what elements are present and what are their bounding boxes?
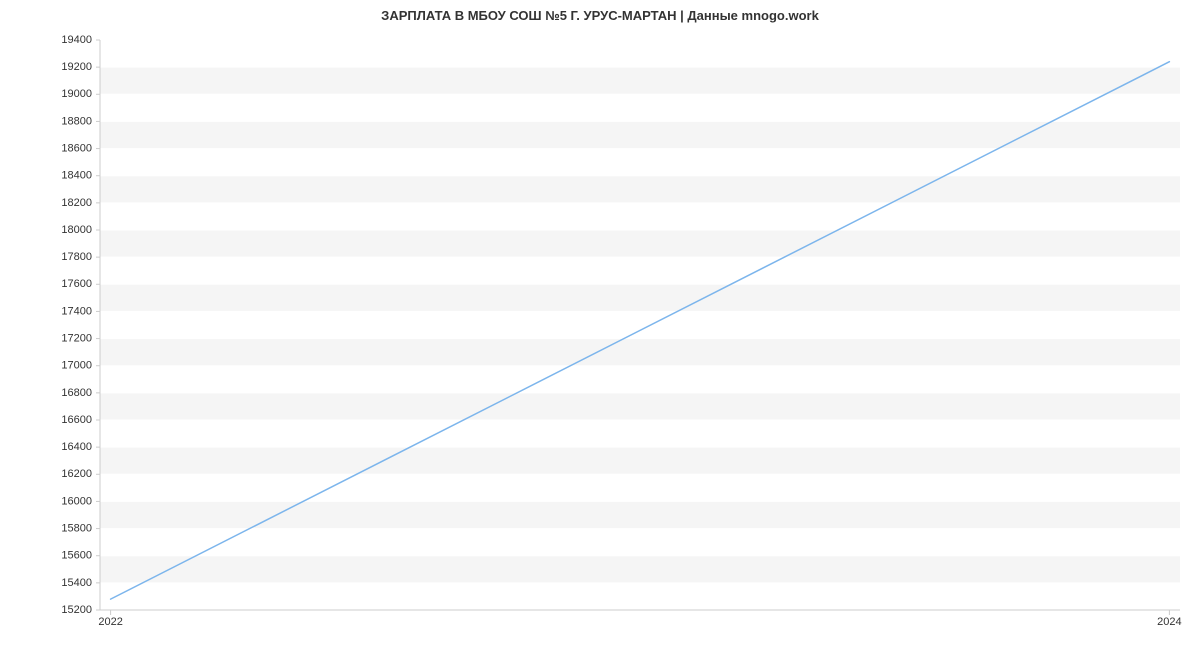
chart-svg: 15200 15400 15600 15800 16000 16200 16400 16600… — [0, 0, 1200, 650]
svg-text:15200: 15200 — [61, 604, 92, 616]
svg-text:16200: 16200 — [61, 468, 92, 480]
svg-text:19000: 19000 — [61, 88, 92, 100]
svg-text:17200: 17200 — [61, 332, 92, 344]
svg-text:18000: 18000 — [61, 224, 92, 236]
svg-text:16800: 16800 — [61, 387, 92, 399]
svg-text:19200: 19200 — [61, 61, 92, 73]
svg-text:15400: 15400 — [61, 577, 92, 589]
svg-text:16000: 16000 — [61, 495, 92, 507]
svg-text:19400: 19400 — [61, 34, 92, 46]
svg-text:2024: 2024 — [1157, 616, 1181, 628]
svg-text:16400: 16400 — [61, 441, 92, 453]
salary-line-chart: ЗАРПЛАТА В МБОУ СОШ №5 Г. УРУС-МАРТАН | … — [0, 0, 1200, 650]
svg-text:18600: 18600 — [61, 142, 92, 154]
svg-text:15600: 15600 — [61, 550, 92, 562]
svg-text:17800: 17800 — [61, 251, 92, 263]
svg-text:17400: 17400 — [61, 305, 92, 317]
svg-text:15800: 15800 — [61, 522, 92, 534]
svg-text:2022: 2022 — [98, 616, 122, 628]
svg-text:18400: 18400 — [61, 170, 92, 182]
svg-text:17600: 17600 — [61, 278, 92, 290]
svg-text:18200: 18200 — [61, 197, 92, 209]
svg-text:17000: 17000 — [61, 360, 92, 372]
svg-text:16600: 16600 — [61, 414, 92, 426]
svg-text:18800: 18800 — [61, 115, 92, 127]
